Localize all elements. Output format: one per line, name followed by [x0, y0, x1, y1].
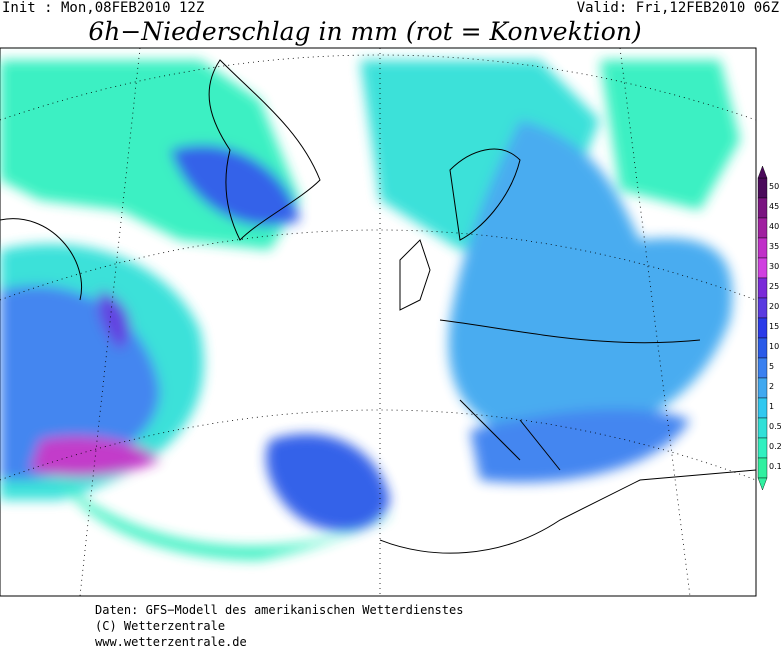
- color-swatch: [757, 197, 768, 219]
- scale-label: 45: [769, 202, 779, 211]
- color-swatch: [757, 217, 768, 239]
- scale-end: [757, 165, 768, 179]
- scale-label: 35: [769, 242, 779, 251]
- color-swatch: [757, 177, 768, 199]
- color-swatch: [757, 297, 768, 319]
- scale-label: 15: [769, 322, 779, 331]
- color-swatch: [757, 237, 768, 259]
- scale-label: 2: [769, 382, 774, 391]
- color-swatch: [757, 317, 768, 339]
- scale-label: 25: [769, 282, 779, 291]
- footer-line: Daten: GFS−Modell des amerikanischen Wet…: [95, 603, 463, 617]
- map: [0, 47, 757, 597]
- scale-label: 0.2: [769, 442, 781, 451]
- scale-label: 1: [769, 402, 774, 411]
- color-scale: 50 45 40 35 30 25 20 15 10 5 2 1 0.5 0.2 0.1: [757, 165, 781, 491]
- color-swatch: [757, 257, 768, 279]
- color-swatch: [757, 277, 768, 299]
- scale-label: 40: [769, 222, 779, 231]
- color-swatch: [757, 457, 768, 479]
- footer-line: www.wetterzentrale.de: [95, 635, 247, 648]
- valid-label: Valid: Fri,12FEB2010 06Z: [577, 0, 779, 16]
- color-swatch: [757, 377, 768, 399]
- scale-label: 20: [769, 302, 779, 311]
- scale-label: 10: [769, 342, 779, 351]
- color-swatch: [757, 357, 768, 379]
- color-swatch: [757, 397, 768, 419]
- color-swatch: [757, 337, 768, 359]
- scale-label: 30: [769, 262, 779, 271]
- init-label: Init : Mon,08FEB2010 12Z: [2, 0, 204, 16]
- color-swatch: [757, 417, 768, 439]
- footer-line: (C) Wetterzentrale: [95, 619, 225, 633]
- scale-label: 0.5: [769, 422, 781, 431]
- scale-end: [757, 477, 768, 491]
- scale-label: 50: [769, 182, 779, 191]
- map-title: 6h−Niederschlag in mm (rot = Konvektion): [88, 17, 641, 46]
- scale-label: 0.1: [769, 462, 781, 471]
- color-swatch: [757, 437, 768, 459]
- scale-label: 5: [769, 362, 774, 371]
